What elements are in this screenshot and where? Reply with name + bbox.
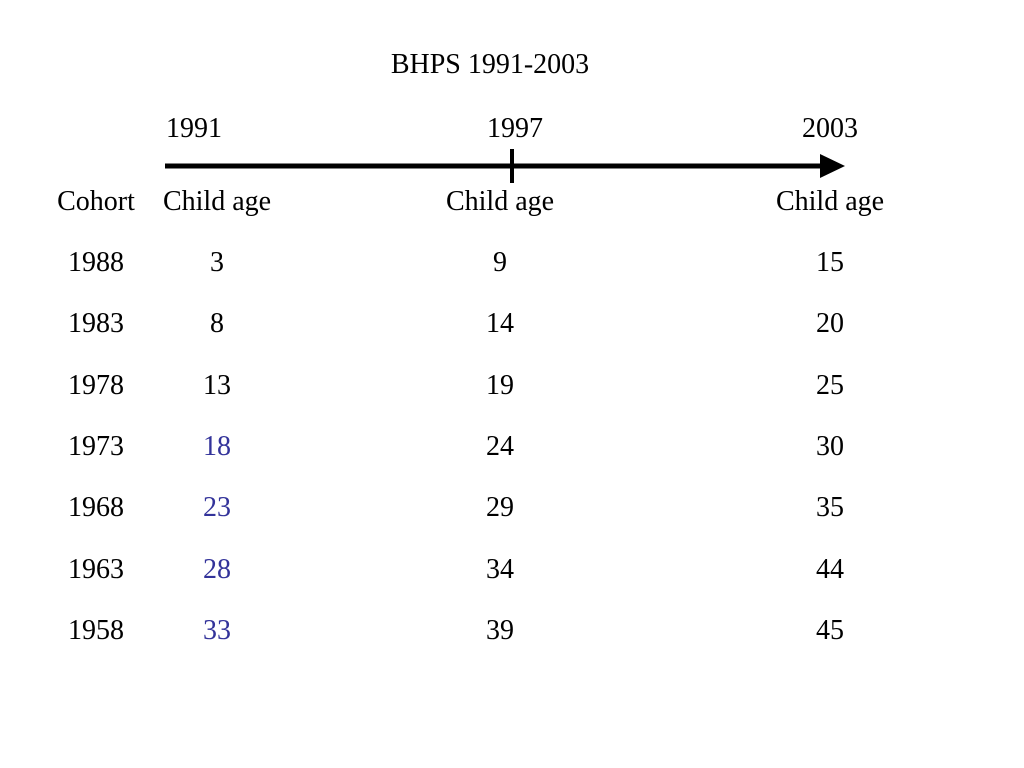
age-1991-cell: 8: [210, 308, 224, 340]
age-1991-cell: 13: [203, 369, 231, 401]
age-1997-cell: 9: [493, 247, 507, 278]
table-row: 1983 8 14 20: [0, 307, 1024, 341]
age-1991-cell: 23: [203, 492, 231, 524]
cohort-cell: 1978: [68, 369, 124, 401]
cohort-cell: 1983: [68, 308, 124, 340]
header-cohort: Cohort: [57, 186, 135, 217]
cohort-cell: 1963: [68, 553, 124, 585]
age-1991-cell: 18: [203, 430, 231, 462]
timeline-year-1997: 1997: [487, 113, 543, 144]
arrowhead: [820, 154, 845, 178]
age-1997-cell: 24: [486, 430, 514, 462]
age-1997-cell: 34: [486, 553, 514, 585]
age-1997-cell: 19: [486, 369, 514, 401]
table-row: 1978 13 19 25: [0, 369, 1024, 403]
age-1997-cell: 29: [486, 492, 514, 524]
age-2003-cell: 44: [816, 553, 844, 585]
age-2003-cell: 30: [816, 430, 844, 462]
header-child-age-1991: Child age: [162, 186, 272, 217]
cohort-cell: 1958: [68, 614, 124, 646]
age-1991-cell: 33: [203, 614, 231, 646]
table-row: 1963 28 34 44: [0, 553, 1024, 587]
age-2003-cell: 20: [816, 308, 844, 340]
age-2003-cell: 35: [816, 492, 844, 524]
age-2003-cell: 25: [816, 369, 844, 401]
table-row: 1973 18 24 30: [0, 430, 1024, 464]
cohort-cell: 1973: [68, 430, 124, 462]
age-2003-cell: 45: [816, 614, 844, 646]
age-2003-cell: 15: [816, 247, 844, 278]
age-1997-cell: 14: [486, 308, 514, 340]
page-title: BHPS 1991-2003: [390, 49, 590, 80]
age-1997-cell: 39: [486, 614, 514, 646]
header-child-age-2003: Child age: [775, 186, 885, 217]
timeline-year-1991: 1991: [166, 113, 222, 144]
cohort-cell: 1988: [68, 247, 124, 278]
table-row: 1968 23 29 35: [0, 491, 1024, 525]
cohort-cell: 1968: [68, 492, 124, 524]
table-row: 1988 3 9 15: [0, 246, 1024, 280]
age-1991-cell: 28: [203, 553, 231, 585]
age-1991-cell: 3: [210, 247, 224, 278]
timeline-year-2003: 2003: [802, 113, 858, 144]
table-row: 1958 33 39 45: [0, 614, 1024, 648]
header-child-age-1997: Child age: [445, 186, 555, 217]
